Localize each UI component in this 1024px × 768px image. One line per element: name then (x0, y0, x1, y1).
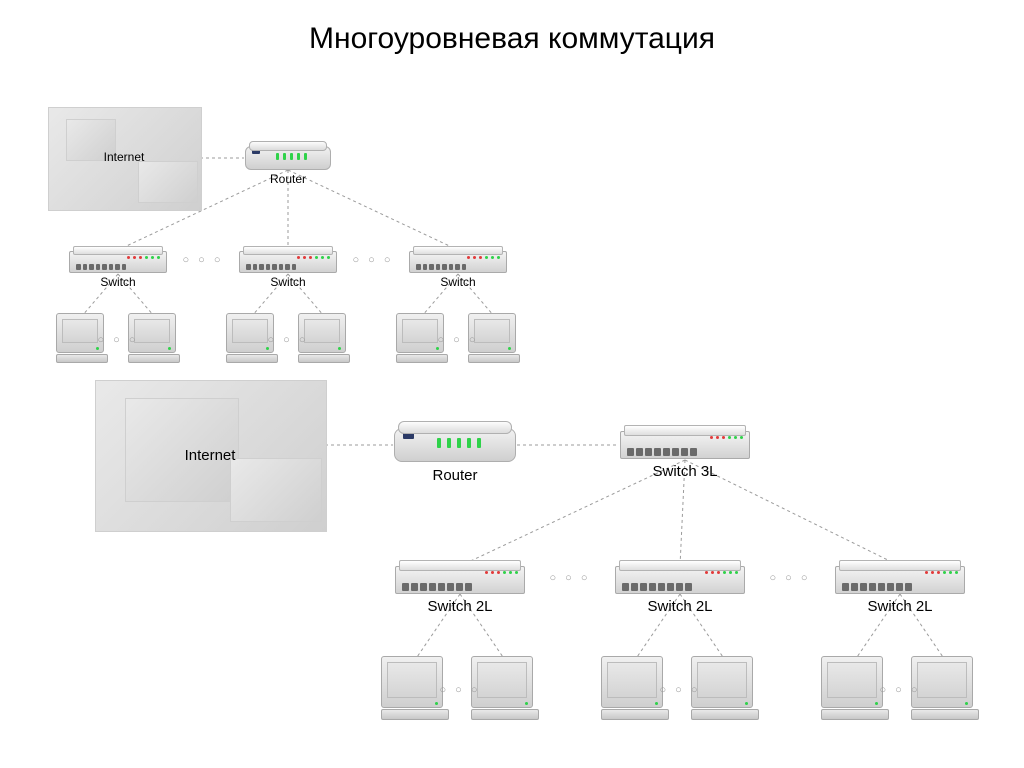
switch-2l-icon (835, 566, 965, 594)
switch-label: Switch 2L (427, 598, 492, 615)
switch-icon (69, 251, 167, 273)
ellipsis-icon: ○ ○ ○ (769, 572, 810, 584)
wire (460, 460, 685, 566)
internet-label: Internet (104, 150, 145, 164)
ellipsis-icon: ○ ○ ○ (182, 254, 223, 266)
switch-2l-icon (615, 566, 745, 594)
diagram-stage: Многоуровневая коммутация Internet Router… (0, 0, 1024, 768)
ellipsis-icon: ○ ○ ○ (267, 334, 308, 346)
ellipsis-icon: ○ ○ ○ (549, 572, 590, 584)
ellipsis-icon: ○ ○ ○ (659, 684, 700, 696)
switch-3l-icon (620, 431, 750, 459)
router-icon (394, 428, 516, 462)
page-title: Многоуровневая коммутация (0, 22, 1024, 56)
computer-icon (691, 656, 759, 720)
internet-label: Internet (185, 447, 236, 464)
switch-label: Switch 3L (652, 463, 717, 480)
computer-icon (911, 656, 979, 720)
switch-label: Switch 2L (647, 598, 712, 615)
switch-icon (409, 251, 507, 273)
ellipsis-icon: ○ ○ ○ (352, 254, 393, 266)
ellipsis-icon: ○ ○ ○ (879, 684, 920, 696)
switch-label: Switch (100, 275, 135, 289)
switch-label: Switch (270, 275, 305, 289)
router-label: Router (432, 467, 477, 484)
ellipsis-icon: ○ ○ ○ (97, 334, 138, 346)
switch-2l-icon (395, 566, 525, 594)
router-icon (245, 146, 331, 170)
ellipsis-icon: ○ ○ ○ (437, 334, 478, 346)
wire (288, 170, 458, 250)
switch-label: Switch (440, 275, 475, 289)
ellipsis-icon: ○ ○ ○ (439, 684, 480, 696)
router-label: Router (270, 172, 306, 186)
switch-icon (239, 251, 337, 273)
computer-icon (471, 656, 539, 720)
switch-label: Switch 2L (867, 598, 932, 615)
